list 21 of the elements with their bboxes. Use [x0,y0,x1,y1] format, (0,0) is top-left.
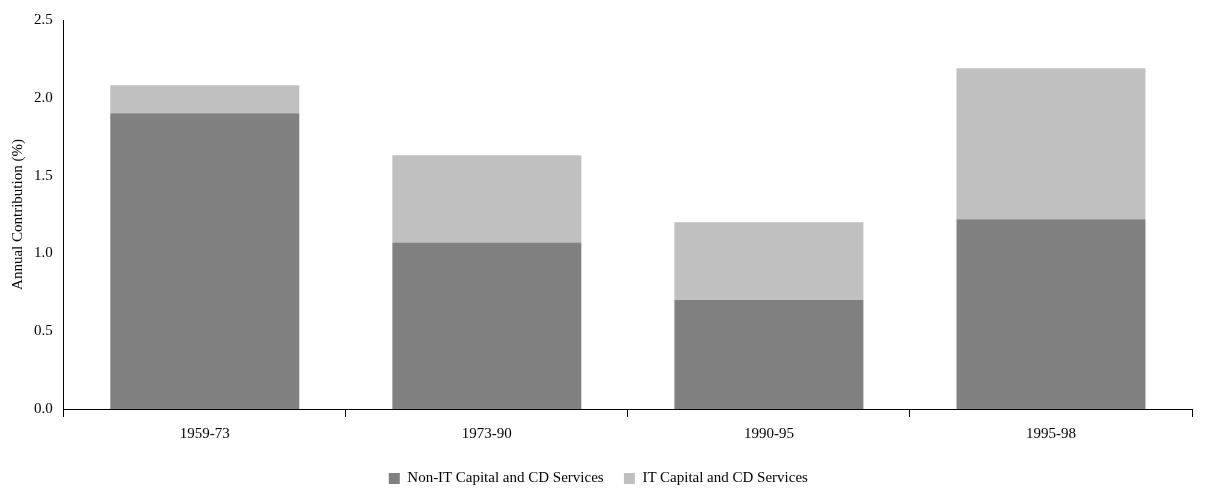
bar [392,242,582,409]
y-tick-label: 0.0 [34,399,53,416]
y-tick-label: 1.5 [34,166,53,183]
x-tick-label: 1990-95 [743,424,794,441]
legend-label: Non-IT Capital and CD Services [407,469,604,486]
bar [956,68,1146,220]
y-axis-title: Annual Contribution (%) [8,139,26,290]
bar [392,155,582,243]
bar [110,113,300,409]
bar [110,85,300,114]
y-tick-label: 2.0 [34,88,53,105]
y-tick-label: 0.5 [34,322,53,339]
y-tick-label: 2.5 [34,10,53,27]
x-tick-label: 1959-73 [179,424,230,441]
x-tick-label: 1995-98 [1025,424,1076,441]
bar [674,300,864,409]
bar [956,219,1146,409]
y-tick-label: 1.0 [34,244,53,261]
bar [674,222,864,301]
x-tick-label: 1973-90 [461,424,512,441]
legend-label: IT Capital and CD Services [642,469,809,486]
